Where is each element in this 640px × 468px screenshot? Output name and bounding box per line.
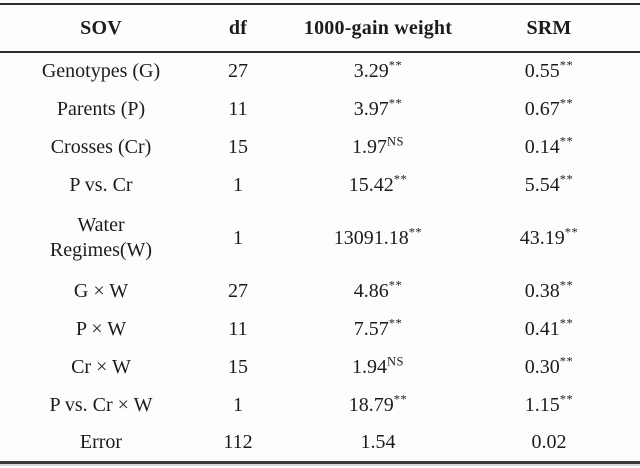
- significance-superscript: **: [559, 315, 574, 330]
- cell-df: 1: [233, 226, 243, 249]
- cell-gain-weight: 13091.18**: [274, 204, 482, 272]
- cell-sov: Cr × W: [71, 355, 131, 378]
- table-row: Crosses (Cr) 15 1.97NS 0.14**: [0, 128, 640, 166]
- header-row: SOV df 1000-gain weight SRM: [0, 4, 640, 53]
- srm-value: 0.02: [531, 430, 567, 453]
- srm-value: 0.38: [524, 279, 560, 302]
- cell-srm: 5.54**: [482, 166, 640, 204]
- significance-superscript: **: [408, 224, 423, 239]
- significance-superscript: **: [388, 315, 403, 330]
- gain-value: 7.57: [353, 317, 389, 340]
- gain-value: 4.86: [353, 279, 389, 302]
- cell-df: 15: [228, 355, 248, 378]
- anova-table: SOV df 1000-gain weight SRM Genotypes (G…: [0, 3, 640, 464]
- gain-value: 3.97: [353, 97, 389, 120]
- srm-value: 0.14: [524, 135, 560, 158]
- cell-sov: G × W: [73, 279, 129, 302]
- table-row: Error 112 1.54 0.02: [0, 424, 640, 462]
- cell-sov: P × W: [75, 317, 127, 340]
- column-header-df: df: [202, 4, 274, 53]
- gain-value: 1.97: [352, 135, 387, 158]
- cell-gain-weight: 1.54: [274, 424, 482, 462]
- cell-sov: Error: [79, 430, 123, 453]
- table-row: Parents (P) 11 3.97** 0.67**: [0, 90, 640, 128]
- significance-superscript: **: [388, 95, 403, 110]
- cell-df: 15: [228, 135, 248, 158]
- significance-superscript: **: [393, 171, 408, 186]
- cell-srm: 0.67**: [482, 90, 640, 128]
- significance-superscript: **: [559, 171, 574, 186]
- significance-superscript: **: [559, 95, 574, 110]
- cell-gain-weight: 3.29**: [274, 52, 482, 90]
- cell-srm: 0.30**: [482, 348, 640, 386]
- cell-srm: 0.38**: [482, 272, 640, 310]
- cell-sov: Water Regimes(W): [49, 214, 153, 261]
- column-header-gain-weight: 1000-gain weight: [274, 4, 482, 53]
- cell-srm: 0.41**: [482, 310, 640, 348]
- cell-srm: 0.14**: [482, 128, 640, 166]
- table-row: Genotypes (G) 27 3.29** 0.55**: [0, 52, 640, 90]
- significance-superscript: NS: [387, 133, 404, 148]
- table-row: G × W 27 4.86** 0.38**: [0, 272, 640, 310]
- cell-gain-weight: 3.97**: [274, 90, 482, 128]
- cell-gain-weight: 4.86**: [274, 272, 482, 310]
- significance-superscript: **: [564, 224, 579, 239]
- significance-superscript: NS: [387, 353, 404, 368]
- cell-df: 1: [233, 393, 243, 416]
- cell-srm: 43.19**: [482, 204, 640, 272]
- srm-value: 1.15: [524, 393, 560, 416]
- significance-superscript: **: [559, 277, 574, 292]
- table-row: P × W 11 7.57** 0.41**: [0, 310, 640, 348]
- significance-superscript: **: [388, 58, 403, 73]
- cell-df: 11: [228, 97, 248, 120]
- gain-value: 1.94: [352, 355, 387, 378]
- table-row: Water Regimes(W) 1 13091.18** 43.19**: [0, 204, 640, 272]
- cell-df: 112: [223, 430, 253, 453]
- srm-value: 43.19: [519, 226, 565, 249]
- cell-gain-weight: 18.79**: [274, 386, 482, 424]
- table-row: Cr × W 15 1.94NS 0.30**: [0, 348, 640, 386]
- cell-gain-weight: 15.42**: [274, 166, 482, 204]
- gain-value: 3.29: [353, 60, 389, 82]
- gain-value: 15.42: [348, 173, 394, 196]
- srm-value: 0.55: [524, 60, 560, 82]
- cell-sov: Parents (P): [56, 97, 146, 120]
- srm-value: 0.41: [524, 317, 560, 340]
- cell-sov: Crosses (Cr): [50, 135, 152, 158]
- srm-value: 0.30: [524, 355, 560, 378]
- cell-sov: Genotypes (G): [41, 60, 161, 82]
- significance-superscript: **: [559, 58, 574, 73]
- significance-superscript: **: [559, 391, 574, 406]
- cell-srm: 1.15**: [482, 386, 640, 424]
- column-header-sov: SOV: [0, 4, 202, 53]
- table-row: P vs. Cr 1 15.42** 5.54**: [0, 166, 640, 204]
- significance-superscript: **: [559, 133, 574, 148]
- cell-gain-weight: 7.57**: [274, 310, 482, 348]
- cell-df: 1: [233, 173, 243, 196]
- table-row: P vs. Cr × W 1 18.79** 1.15**: [0, 386, 640, 424]
- cell-srm: 0.02: [482, 424, 640, 462]
- cell-df: 11: [228, 317, 248, 340]
- column-header-srm: SRM: [482, 4, 640, 53]
- cell-sov: P vs. Cr × W: [49, 393, 153, 416]
- cell-df: 27: [228, 279, 248, 302]
- cell-srm: 0.55**: [482, 52, 640, 90]
- srm-value: 0.67: [524, 97, 560, 120]
- cell-gain-weight: 1.94NS: [274, 348, 482, 386]
- gain-value: 13091.18: [333, 226, 409, 249]
- cell-sov: P vs. Cr: [69, 173, 133, 196]
- cell-gain-weight: 1.97NS: [274, 128, 482, 166]
- significance-superscript: **: [393, 391, 408, 406]
- significance-superscript: **: [559, 353, 574, 368]
- gain-value: 18.79: [348, 393, 394, 416]
- cell-df: 27: [228, 60, 248, 82]
- significance-superscript: **: [388, 277, 403, 292]
- gain-value: 1.54: [360, 430, 396, 453]
- srm-value: 5.54: [524, 173, 560, 196]
